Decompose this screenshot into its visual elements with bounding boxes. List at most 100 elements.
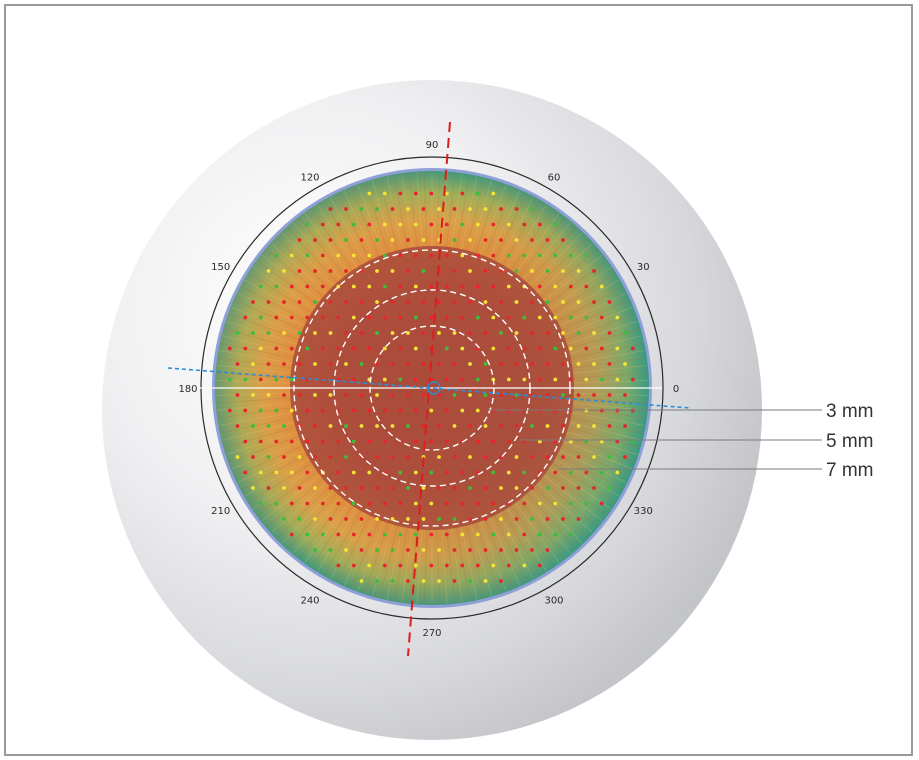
- treatment-dot: [344, 486, 348, 490]
- iris-fiber: [317, 204, 359, 270]
- treatment-dot: [289, 284, 294, 289]
- iris-fiber: [416, 172, 423, 249]
- iris-fiber: [436, 527, 440, 604]
- treatment-dot: [630, 377, 635, 382]
- treatment-dot: [615, 346, 620, 351]
- treatment-dot: [514, 207, 519, 211]
- treatment-dot: [576, 486, 581, 490]
- treatment-dot: [499, 424, 503, 428]
- iris-fiber: [292, 494, 343, 554]
- treatment-dot: [266, 455, 271, 459]
- treatment-dot: [351, 346, 356, 351]
- treatment-dot: [491, 222, 496, 227]
- iris-fiber: [455, 525, 470, 601]
- treatment-dot: [320, 253, 325, 258]
- treatment-dot: [297, 269, 302, 273]
- treatment-dot: [328, 548, 333, 552]
- iris-fiber: [513, 501, 560, 563]
- treatment-dot: [390, 579, 395, 583]
- treatment-dot: [615, 377, 620, 382]
- treatment-dot: [266, 393, 271, 397]
- treatment-dot: [545, 393, 550, 397]
- iris-fiber: [492, 193, 528, 263]
- treatment-dot: [359, 300, 364, 304]
- treatment-dot: [444, 191, 449, 196]
- treatment-dot: [258, 377, 263, 382]
- treatment-dot: [359, 207, 364, 211]
- treatment-dot: [235, 362, 240, 366]
- iris-fiber: [424, 527, 428, 604]
- treatment-dot: [483, 393, 488, 397]
- iris-fiber: [566, 426, 640, 448]
- center-marker: [427, 381, 441, 395]
- treatment-dot: [351, 501, 356, 506]
- treatment-dot: [413, 439, 418, 444]
- treatment-dot: [344, 331, 348, 335]
- treatment-dot: [328, 207, 333, 211]
- treatment-dot: [607, 424, 612, 428]
- treatment-dot: [522, 563, 527, 568]
- iris-fiber: [557, 448, 627, 484]
- treatment-dot: [530, 207, 534, 211]
- treatment-dot: [522, 439, 527, 444]
- treatment-dot: [568, 377, 573, 382]
- treatment-dot: [305, 470, 310, 475]
- iris-fiber: [567, 421, 642, 441]
- treatment-dot: [429, 408, 434, 413]
- treatment-dot: [553, 346, 558, 351]
- degree-label-180: 180: [178, 384, 197, 395]
- iris-fiber: [350, 187, 381, 259]
- treatment-dot: [367, 315, 372, 320]
- treatment-dot: [227, 377, 232, 382]
- treatment-dot: [258, 470, 263, 475]
- treatment-dot: [429, 222, 434, 227]
- treatment-dot: [584, 284, 589, 289]
- treatment-dot: [390, 300, 395, 304]
- iris-fiber: [460, 176, 478, 252]
- treatment-dot: [553, 315, 558, 320]
- iris-fiber: [298, 497, 347, 559]
- treatment-dot: [258, 346, 263, 351]
- treatment-dot: [599, 501, 604, 506]
- treatment-dot: [499, 300, 503, 304]
- treatment-dot: [367, 284, 372, 289]
- treatment-dot: [584, 315, 589, 320]
- treatment-dot: [359, 579, 364, 583]
- treatment-dot: [336, 470, 341, 475]
- treatment-dot: [553, 470, 558, 475]
- treatment-dot: [452, 269, 457, 273]
- treatment-dot: [398, 501, 403, 506]
- iris-fiber: [330, 511, 367, 579]
- iris-fiber: [451, 526, 463, 602]
- treatment-dot: [429, 470, 434, 475]
- treatment-dot: [452, 238, 457, 242]
- iris-fiber: [401, 174, 413, 250]
- treatment-dot: [367, 439, 372, 444]
- iris-fiber: [547, 266, 612, 311]
- treatment-dot: [413, 222, 418, 227]
- treatment-dot: [320, 315, 325, 320]
- treatment-dot: [460, 284, 465, 289]
- treatment-dot: [413, 284, 418, 289]
- iris-fiber: [228, 313, 301, 341]
- treatment-dot: [506, 563, 511, 568]
- treatment-dot: [460, 191, 465, 196]
- iris-fiber: [555, 286, 623, 323]
- degree-label-30: 30: [637, 262, 650, 273]
- treatment-dot: [607, 300, 612, 304]
- treatment-dot: [514, 424, 519, 428]
- zone-label-5mm: 5 mm: [826, 431, 874, 452]
- treatment-dot: [406, 269, 410, 273]
- treatment-dot: [398, 222, 403, 227]
- blue-axis-line: [167, 367, 691, 409]
- treatment-dot: [553, 222, 558, 227]
- degree-label-300: 300: [544, 595, 563, 606]
- treatment-dot: [367, 222, 372, 227]
- treatment-dot: [382, 222, 387, 227]
- iris-fiber: [310, 208, 355, 273]
- treatment-dot: [390, 393, 395, 397]
- treatment-dot: [437, 393, 441, 397]
- treatment-dot: [630, 346, 635, 351]
- treatment-dot: [584, 377, 589, 382]
- treatment-dot: [483, 424, 488, 428]
